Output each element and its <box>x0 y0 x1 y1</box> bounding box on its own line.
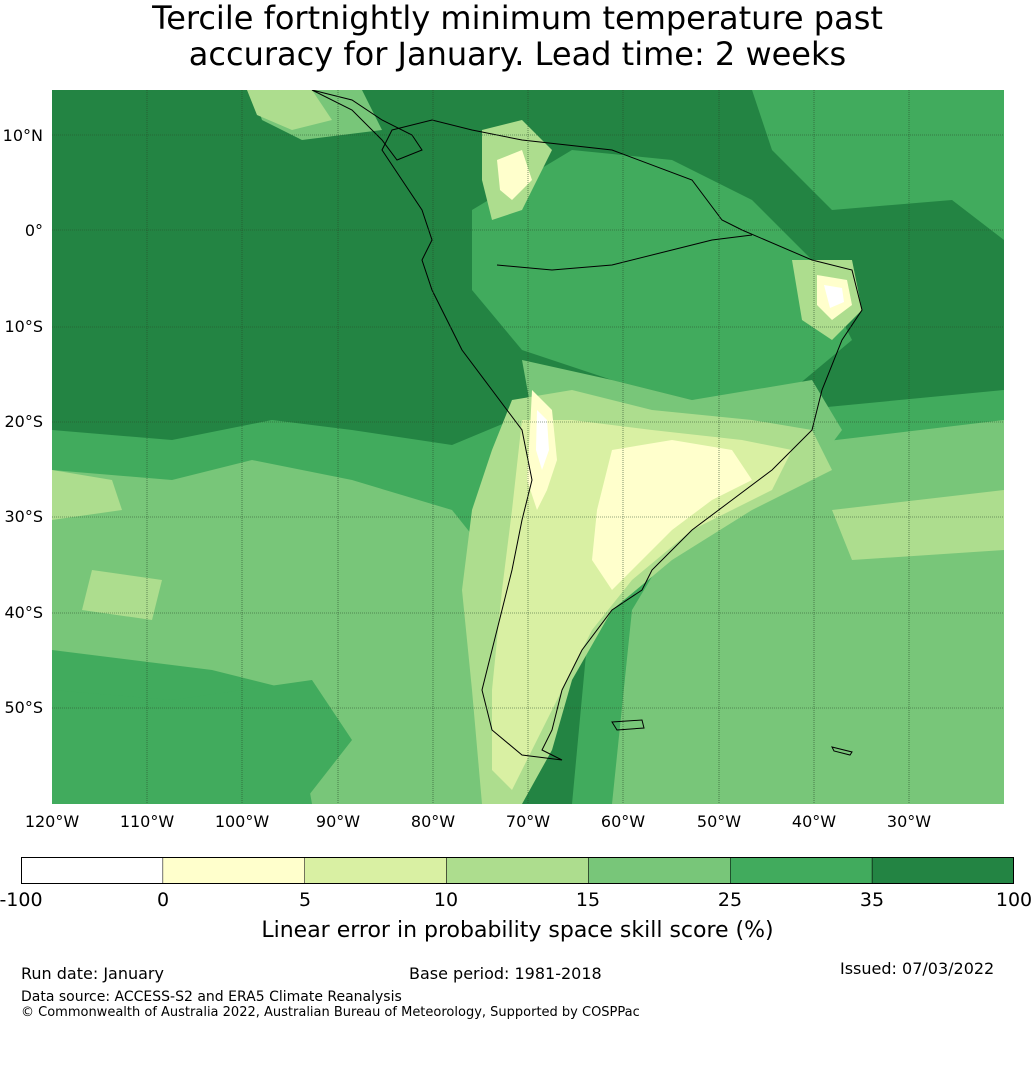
colorbar-cell-2 <box>304 857 447 884</box>
colorbar-tick-25: 25 <box>717 889 743 911</box>
lon-label-100w: 100°W <box>214 812 270 831</box>
colorbar-frame <box>21 857 1014 884</box>
skill-region-nebrazil-white <box>824 285 844 308</box>
skill-region-pacific-south-10 <box>82 570 162 620</box>
copyright: © Commonwealth of Australia 2022, Austra… <box>21 1005 640 1020</box>
colorbar-cell-4 <box>588 857 731 884</box>
lat-label-30s: 30°S <box>4 507 43 526</box>
lat-label-10n: 10°N <box>2 126 43 145</box>
colorbar-cell-0 <box>21 857 164 884</box>
map-title: Tercile fortnightly minimum temperature … <box>0 0 1035 72</box>
lon-label-110w: 110°W <box>119 812 175 831</box>
title-line-1: Tercile fortnightly minimum temperature … <box>152 0 883 37</box>
graticule <box>52 90 1004 804</box>
skill-region-southwest-10 <box>52 470 122 520</box>
colorbar-label: Linear error in probability space skill … <box>261 918 774 943</box>
lat-label-0: 0° <box>24 221 43 240</box>
base-period: Base period: 1981-2018 <box>409 964 602 983</box>
skill-region-colombia-0 <box>497 150 532 200</box>
colorbar-tick-100: 100 <box>995 889 1033 911</box>
lat-label-20s: 20°S <box>4 412 43 431</box>
falkland-islands <box>611 719 645 731</box>
lon-label-80w: 80°W <box>410 812 456 831</box>
lon-label-40w: 40°W <box>791 812 837 831</box>
skill-map <box>52 90 1004 804</box>
lat-label-50s: 50°S <box>4 698 43 717</box>
skill-region-interior-5 <box>492 420 792 790</box>
colorbar-tick-0: 0 <box>156 889 170 911</box>
title-line-2: accuracy for January. Lead time: 2 weeks <box>188 35 847 73</box>
issued-date: Issued: 07/03/2022 <box>840 959 995 978</box>
colorbar-tick-neg100: -100 <box>0 889 43 911</box>
skill-region-far-south-25 <box>52 680 352 804</box>
lon-label-70w: 70°W <box>505 812 551 831</box>
skill-region-south-15 <box>52 460 492 804</box>
skill-region-amazon-25 <box>472 150 852 400</box>
colorbar-tick-15: 15 <box>575 889 601 911</box>
skill-region-central-america-10 <box>247 90 332 130</box>
colorbar-tick-10: 10 <box>433 889 459 911</box>
skill-region-atlantic-10 <box>832 490 1004 560</box>
skill-region-north-25 <box>232 90 1004 240</box>
colorbar <box>21 857 1014 884</box>
lon-label-50w: 50°W <box>696 812 742 831</box>
lon-label-90w: 90°W <box>315 812 361 831</box>
data-source: Data source: ACCESS-S2 and ERA5 Climate … <box>21 989 402 1005</box>
colorbar-tick-5: 5 <box>298 889 312 911</box>
colorbar-tick-35: 35 <box>859 889 885 911</box>
skill-region-andes-white <box>536 410 549 470</box>
amazon-river <box>496 234 753 271</box>
colorbar-cell-1 <box>162 857 305 884</box>
lat-label-10s: 10°S <box>4 317 43 336</box>
south-georgia <box>831 746 853 756</box>
colorbar-cell-3 <box>446 857 589 884</box>
colorbar-cell-5 <box>730 857 873 884</box>
run-date: Run date: January <box>21 964 164 983</box>
lon-label-60w: 60°W <box>600 812 646 831</box>
lon-label-120w: 120°W <box>24 812 80 831</box>
lon-label-30w: 30°W <box>886 812 932 831</box>
skill-region-plata-0 <box>592 440 752 590</box>
central-america-coast <box>311 90 423 161</box>
colorbar-cell-6 <box>871 857 1014 884</box>
lat-label-40s: 40°S <box>4 603 43 622</box>
